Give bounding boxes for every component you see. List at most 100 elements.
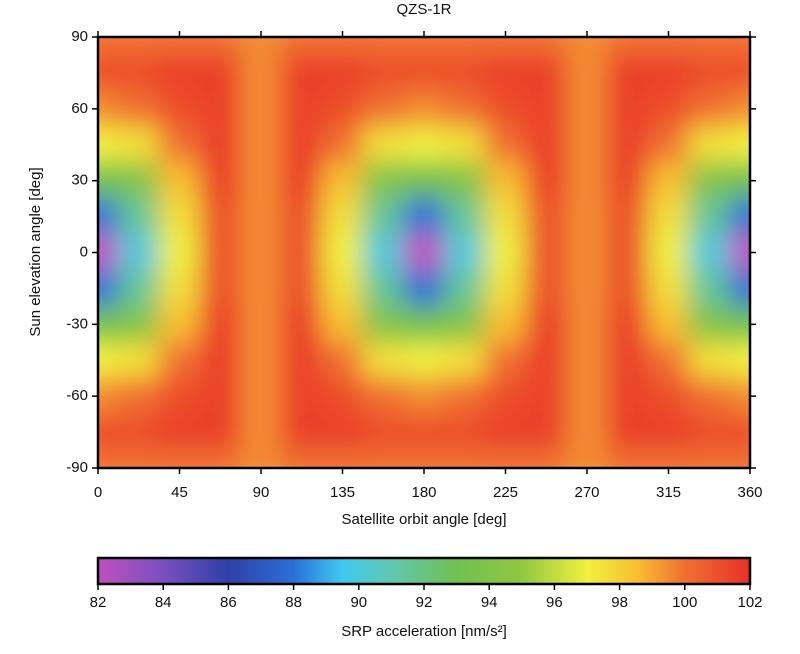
heatmap-cell — [280, 37, 323, 56]
heatmap-cell — [566, 341, 608, 379]
heatmap-cell — [729, 126, 750, 164]
heatmap-cell — [647, 90, 690, 128]
heatmap-cell — [240, 305, 282, 343]
heatmap-cell — [647, 449, 690, 468]
heatmap-cell — [606, 126, 649, 164]
heatmap-cell — [158, 377, 201, 415]
heatmap-cell — [158, 413, 201, 451]
heatmap-cell — [403, 305, 445, 343]
x-tick-label: 315 — [656, 484, 681, 501]
heatmap-cell — [484, 269, 527, 307]
heatmap-cell — [240, 413, 282, 451]
heatmap-cell — [199, 37, 242, 56]
heatmap-cell — [98, 449, 119, 468]
heatmap-cell — [688, 54, 731, 92]
heatmap-cell — [403, 90, 445, 128]
heatmap-cell — [321, 377, 364, 415]
heatmap-cell — [729, 269, 750, 307]
heatmap-cell — [362, 413, 405, 451]
heatmap-cell — [158, 37, 201, 56]
heatmap-cell — [240, 341, 282, 379]
heatmap-cell — [362, 54, 405, 92]
y-tick-label: -90 — [66, 459, 88, 476]
heatmap-cell — [403, 198, 445, 236]
heatmap-cell — [606, 54, 649, 92]
heatmap-cell — [606, 234, 649, 271]
heatmap-cell — [525, 413, 568, 451]
heatmap-cell — [240, 162, 282, 200]
heatmap-cell — [525, 126, 568, 164]
colorbar-tick-label: 90 — [350, 594, 367, 611]
heatmap-cell — [484, 126, 527, 164]
heatmap-cell — [362, 377, 405, 415]
heatmap-cell — [98, 198, 119, 236]
heatmap-cell — [729, 449, 750, 468]
heatmap-cell — [566, 234, 608, 271]
heatmap-cell — [606, 198, 649, 236]
colorbar-tick-label: 96 — [546, 594, 563, 611]
heatmap-cell — [729, 198, 750, 236]
heatmap-cell — [443, 413, 486, 451]
heatmap-cell — [688, 305, 731, 343]
heatmap-cell — [158, 90, 201, 128]
heatmap-cell — [321, 162, 364, 200]
heatmap-cell — [525, 269, 568, 307]
colorbar-tick-label: 92 — [416, 594, 433, 611]
heatmap-cell — [98, 269, 119, 307]
heatmap-cell — [484, 341, 527, 379]
heatmap — [98, 37, 750, 468]
heatmap-cell — [525, 37, 568, 56]
heatmap-cell — [647, 162, 690, 200]
heatmap-cell — [117, 449, 160, 468]
heatmap-cell — [117, 162, 160, 200]
x-tick-label: 45 — [171, 484, 188, 501]
heatmap-cell — [240, 90, 282, 128]
heatmap-cell — [240, 198, 282, 236]
heatmap-cell — [484, 198, 527, 236]
heatmap-cell — [199, 305, 242, 343]
heatmap-cell — [117, 54, 160, 92]
heatmap-cell — [606, 37, 649, 56]
colorbar-tick-label: 88 — [285, 594, 302, 611]
x-tick-label: 135 — [330, 484, 355, 501]
x-tick-label: 180 — [411, 484, 436, 501]
heatmap-cell — [688, 377, 731, 415]
heatmap-cell — [688, 162, 731, 200]
heatmap-cell — [280, 198, 323, 236]
heatmap-cell — [403, 269, 445, 307]
heatmap-cell — [688, 341, 731, 379]
heatmap-cell — [158, 269, 201, 307]
heatmap-cell — [199, 449, 242, 468]
x-tick-label: 270 — [574, 484, 599, 501]
heatmap-cell — [443, 449, 486, 468]
heatmap-cell — [606, 413, 649, 451]
heatmap-cell — [362, 449, 405, 468]
heatmap-cell — [566, 90, 608, 128]
heatmap-cell — [443, 377, 486, 415]
heatmap-cell — [321, 198, 364, 236]
heatmap-cell — [280, 54, 323, 92]
heatmap-cell — [484, 54, 527, 92]
heatmap-cell — [525, 341, 568, 379]
heatmap-cell — [280, 305, 323, 343]
heatmap-cell — [98, 234, 119, 271]
heatmap-cell — [647, 413, 690, 451]
heatmap-cell — [688, 198, 731, 236]
heatmap-cell — [729, 305, 750, 343]
y-tick-label: 60 — [71, 100, 88, 117]
heatmap-cell — [362, 269, 405, 307]
heatmap-cell — [566, 413, 608, 451]
heatmap-cell — [484, 413, 527, 451]
heatmap-cell — [443, 126, 486, 164]
heatmap-cell — [240, 234, 282, 271]
heatmap-cell — [240, 449, 282, 468]
heatmap-cell — [280, 126, 323, 164]
heatmap-cell — [199, 162, 242, 200]
heatmap-cell — [484, 37, 527, 56]
heatmap-cell — [321, 341, 364, 379]
heatmap-cell — [199, 198, 242, 236]
heatmap-cell — [484, 377, 527, 415]
heatmap-cell — [117, 126, 160, 164]
heatmap-cell — [321, 449, 364, 468]
heatmap-cell — [199, 54, 242, 92]
